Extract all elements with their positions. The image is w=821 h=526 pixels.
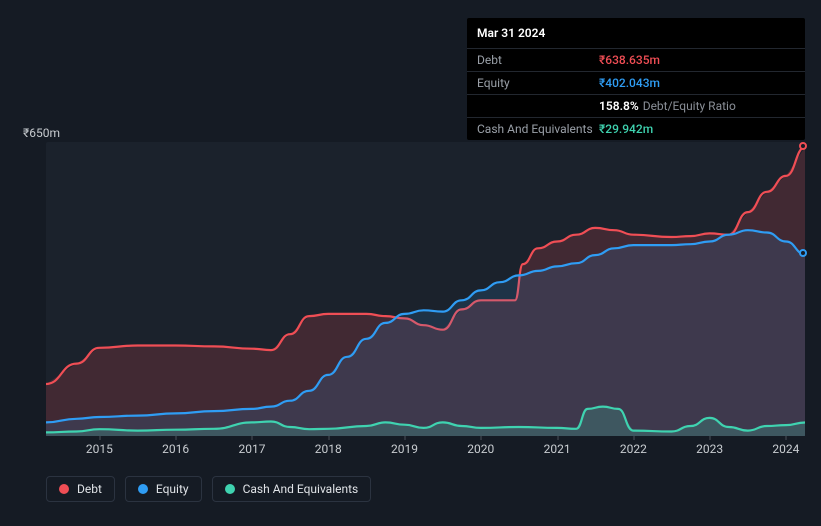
x-tick: 2020 — [467, 442, 494, 456]
tooltip-row: 158.8% Debt/Equity Ratio — [467, 94, 805, 117]
chart-tooltip: Mar 31 2024 Debt₹638.635mEquity₹402.043m… — [467, 18, 805, 140]
x-tick: 2016 — [162, 442, 189, 456]
tooltip-row-label: Equity — [477, 76, 599, 90]
legend-dot-debt — [59, 484, 69, 494]
financials-chart: ₹650m ₹0 2015201620172018201920202021202… — [16, 124, 805, 504]
legend-item-debt[interactable]: Debt — [46, 476, 115, 502]
x-tick: 2021 — [544, 442, 571, 456]
legend: Debt Equity Cash And Equivalents — [46, 476, 371, 502]
tooltip-row-extra: Debt/Equity Ratio — [643, 99, 736, 113]
x-tick: 2015 — [86, 442, 113, 456]
chart-svg — [46, 142, 805, 436]
x-tick: 2017 — [238, 442, 265, 456]
legend-item-cash[interactable]: Cash And Equivalents — [212, 476, 372, 502]
tooltip-row: Equity₹402.043m — [467, 71, 805, 94]
plot-area[interactable] — [46, 142, 805, 436]
x-tick: 2022 — [620, 442, 647, 456]
x-tick: 2019 — [391, 442, 418, 456]
legend-label: Debt — [77, 482, 102, 496]
legend-label: Cash And Equivalents — [243, 482, 359, 496]
end-marker-equity — [799, 249, 807, 257]
legend-dot-cash — [225, 484, 235, 494]
x-tick: 2018 — [315, 442, 342, 456]
y-axis-max-label: ₹650m — [16, 126, 60, 140]
tooltip-date: Mar 31 2024 — [467, 18, 805, 48]
x-tick: 2024 — [772, 442, 799, 456]
tooltip-row-value: 158.8% — [599, 99, 639, 113]
legend-item-equity[interactable]: Equity — [125, 476, 202, 502]
tooltip-row-label: Debt — [477, 53, 599, 67]
legend-label: Equity — [156, 482, 189, 496]
end-marker-debt — [799, 142, 807, 150]
x-axis: 2015 2016 2017 2018 2019 2020 2021 2022 2023 2024 — [46, 442, 805, 466]
legend-dot-equity — [138, 484, 148, 494]
tooltip-row-value: ₹638.635m — [599, 53, 660, 67]
tooltip-row-value: ₹402.043m — [599, 76, 660, 90]
tooltip-row: Debt₹638.635m — [467, 48, 805, 71]
x-tick: 2023 — [696, 442, 723, 456]
